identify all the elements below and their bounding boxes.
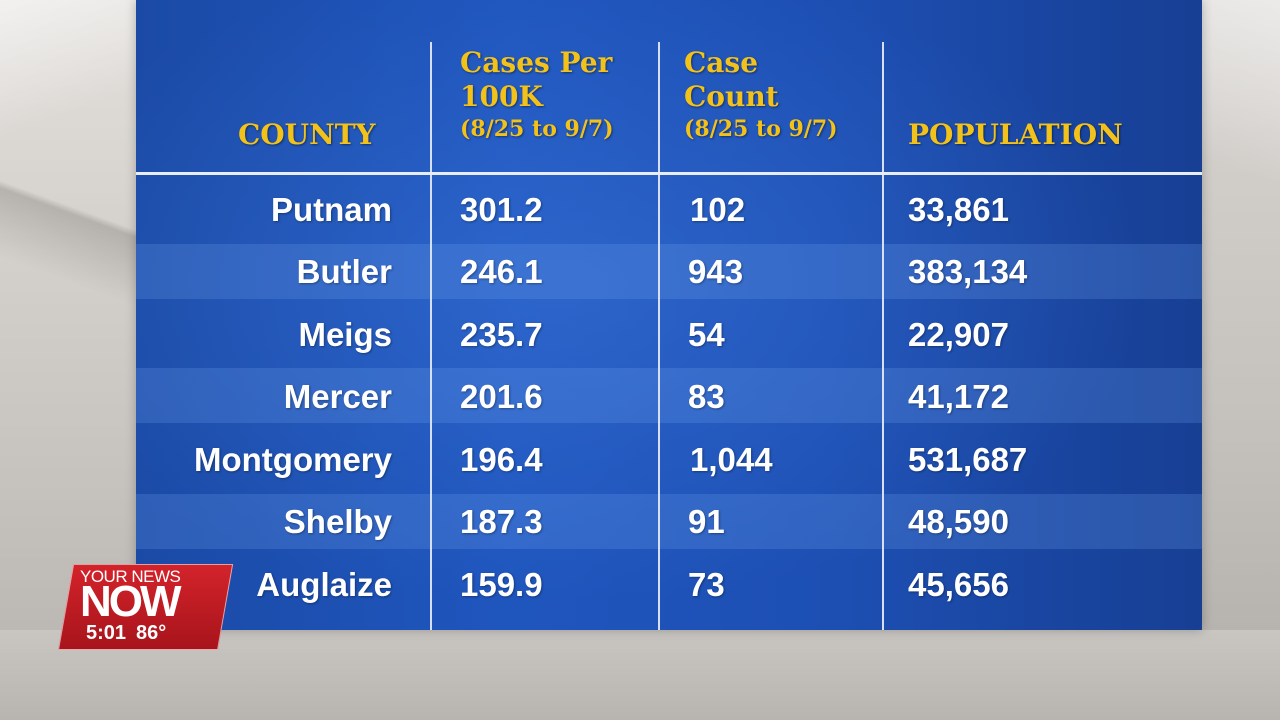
- cell-county: Butler: [296, 253, 392, 290]
- cell-case-count: 1,044: [690, 441, 773, 478]
- cell-cases-per-100k: 201.6: [460, 378, 543, 415]
- cell-case-count: 54: [688, 316, 725, 353]
- cell-case-count: 102: [690, 191, 746, 228]
- row-band: [136, 368, 1202, 423]
- cell-population: 531,687: [908, 441, 1028, 478]
- cell-case-count: 73: [688, 566, 725, 603]
- column-divider: [430, 42, 432, 630]
- logo-temperature: 86°: [136, 622, 167, 644]
- cell-case-count: 943: [688, 253, 744, 290]
- cell-cases-per-100k: 246.1: [460, 253, 543, 290]
- cell-cases-per-100k: 196.4: [460, 441, 543, 478]
- cell-population: 22,907: [908, 316, 1009, 353]
- data-table-board: COUNTY Cases Per 100K (8/25 to 9/7) Case…: [136, 0, 1202, 630]
- header-cases-per-100k-range: (8/25 to 9/7): [460, 116, 614, 142]
- header-case-count-range: (8/25 to 9/7): [684, 116, 838, 142]
- row-band: [136, 494, 1202, 549]
- cell-county: Mercer: [283, 378, 392, 415]
- logo-time: 5:01: [86, 622, 127, 644]
- cell-cases-per-100k: 301.2: [460, 191, 543, 228]
- header-cases-per-100k-line1: Cases Per: [460, 46, 613, 79]
- header-rule: [136, 172, 1202, 175]
- column-divider: [882, 42, 884, 630]
- studio-background-right: [1200, 0, 1280, 720]
- cell-cases-per-100k: 159.9: [460, 566, 543, 603]
- cell-population: 48,590: [908, 503, 1009, 540]
- header-cases-per-100k-line2: 100K: [460, 80, 543, 113]
- header-case-count-line2: Count: [684, 80, 779, 113]
- station-logo: YOUR NEWS NOW 5:01 86°: [58, 564, 234, 650]
- logo-time-temp: 5:01 86°: [86, 622, 176, 645]
- header-case-count-line1: Case: [684, 46, 759, 79]
- cell-population: 33,861: [908, 191, 1009, 228]
- cell-county: Shelby: [283, 503, 392, 540]
- cell-population: 45,656: [908, 566, 1009, 603]
- cell-population: 41,172: [908, 378, 1009, 415]
- cell-county: Putnam: [270, 191, 392, 228]
- cell-case-count: 83: [688, 378, 725, 415]
- logo-top-text: YOUR NEWS: [80, 567, 181, 586]
- cell-cases-per-100k: 187.3: [460, 503, 543, 540]
- logo-main-text: NOW: [80, 577, 182, 626]
- cell-county: Meigs: [298, 316, 392, 353]
- row-band: [136, 244, 1202, 299]
- header-county: COUNTY: [238, 118, 376, 151]
- cell-cases-per-100k: 235.7: [460, 316, 543, 353]
- column-divider: [658, 42, 660, 630]
- header-case-count: Case Count (8/25 to 9/7): [684, 46, 838, 144]
- cell-case-count: 91: [688, 503, 725, 540]
- cell-county: Montgomery: [194, 441, 392, 478]
- header-population: POPULATION: [908, 118, 1123, 151]
- cell-county: Auglaize: [256, 566, 392, 603]
- cell-population: 383,134: [908, 253, 1028, 290]
- header-cases-per-100k: Cases Per 100K (8/25 to 9/7): [460, 46, 614, 144]
